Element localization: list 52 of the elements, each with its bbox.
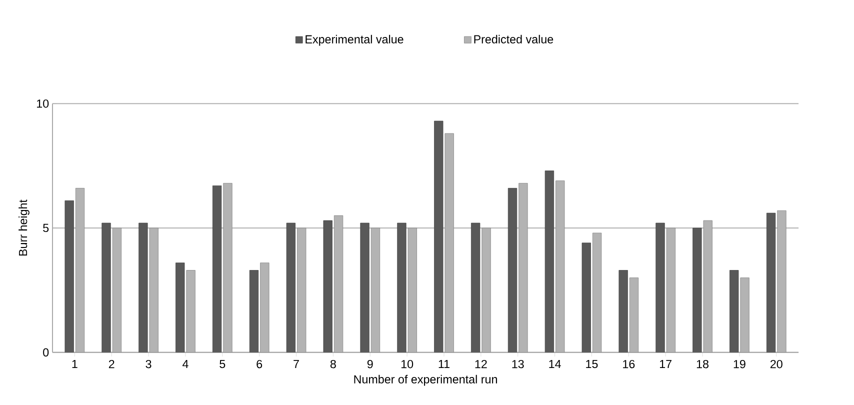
x-tick-label: 9	[367, 360, 373, 368]
bar	[434, 120, 444, 352]
bar	[766, 212, 776, 352]
bar	[102, 222, 111, 352]
x-tick-label: 18	[696, 360, 708, 368]
x-tick-label: 17	[660, 360, 672, 368]
bar	[592, 232, 602, 352]
x-tick-label: 6	[256, 360, 262, 368]
x-tick-label: 11	[438, 360, 450, 368]
bar	[471, 222, 480, 352]
x-tick-label: 2	[108, 360, 114, 368]
x-tick-label: 20	[770, 360, 782, 368]
bar	[629, 278, 639, 352]
bar	[656, 222, 665, 352]
x-tick-label: 13	[512, 360, 524, 368]
bar	[64, 200, 74, 352]
x-tick-label: 1	[72, 360, 78, 368]
legend-label: Experimental value	[306, 34, 404, 46]
bar	[730, 270, 739, 352]
bar	[212, 186, 222, 352]
y-axis-title: Burr height	[18, 200, 30, 256]
x-tick-label: 10	[401, 360, 414, 368]
bar	[692, 228, 702, 352]
y-tick-label: 10	[37, 100, 49, 108]
bar	[176, 262, 185, 352]
x-tick-label: 19	[734, 360, 746, 368]
bar	[323, 220, 332, 352]
bar	[286, 222, 296, 352]
x-tick-label: 15	[586, 360, 598, 368]
bar	[260, 262, 270, 352]
x-axis-title: Number of experimental run	[354, 374, 497, 386]
bar	[249, 270, 259, 352]
bar	[582, 242, 591, 352]
x-tick-label: 8	[330, 360, 336, 368]
legend-label: Predicted value	[474, 34, 554, 44]
x-tick-label: 7	[294, 360, 299, 368]
bar	[618, 270, 628, 352]
x-tick-label: 12	[475, 360, 487, 368]
bar	[186, 270, 196, 352]
bar	[397, 222, 406, 352]
bar	[740, 278, 750, 352]
x-tick-label: 3	[146, 360, 152, 368]
y-tick-label: 0	[43, 348, 49, 357]
x-tick-label: 16	[623, 360, 635, 368]
x-tick-label: 14	[549, 360, 561, 368]
bar	[508, 188, 518, 352]
y-tick-label: 5	[43, 224, 49, 232]
x-tick-label: 4	[182, 360, 188, 368]
bar	[360, 222, 370, 352]
x-tick-label: 5	[220, 360, 226, 368]
bar	[544, 170, 554, 352]
bar	[138, 222, 148, 352]
